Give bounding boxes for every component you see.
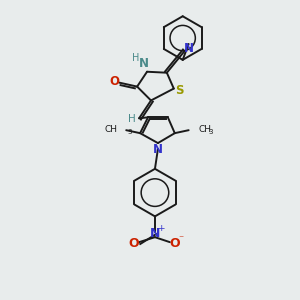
Text: N: N [139,57,149,70]
Text: CH: CH [104,125,117,134]
Text: 3: 3 [127,129,131,135]
Text: O: O [169,237,180,250]
Text: N: N [150,227,160,240]
Text: N: N [184,42,194,56]
Text: CH: CH [199,125,212,134]
Text: H: H [132,53,140,63]
Text: O: O [129,237,140,250]
Text: ⁻: ⁻ [178,234,183,244]
Text: S: S [176,84,184,97]
Text: +: + [157,224,165,233]
Text: N: N [153,142,163,155]
Text: 3: 3 [208,129,213,135]
Text: H: H [128,114,136,124]
Text: O: O [109,75,119,88]
